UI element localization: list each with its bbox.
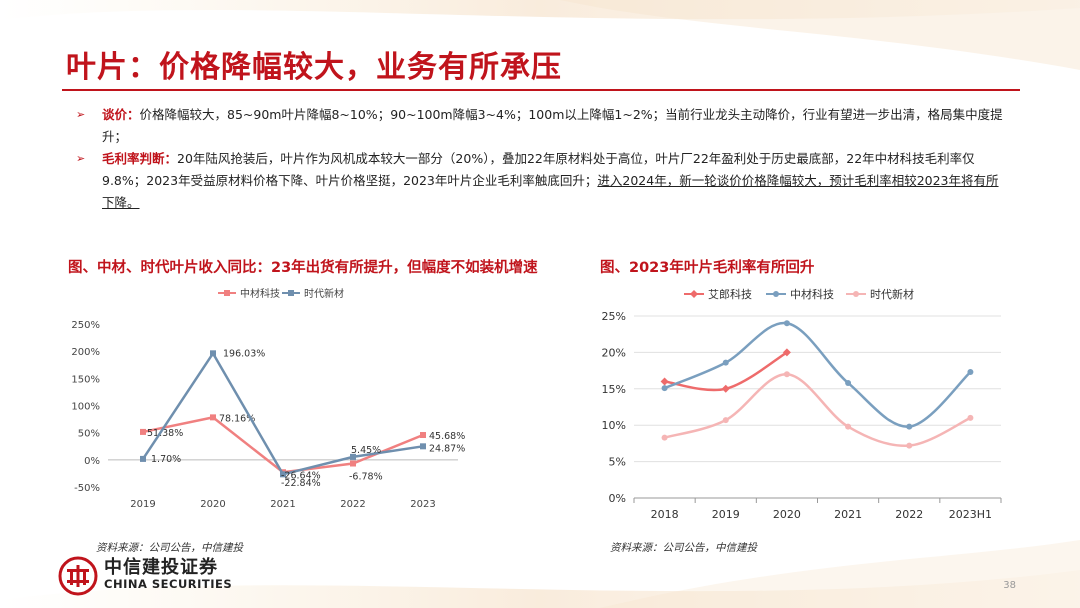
data-label: 24.87% [429,443,465,454]
chart-left-title: 图、中材、时代叶片收入同比：23年出货有所提升，但幅度不如装机增速 [68,260,538,276]
series-line [664,351,788,392]
legend-label: 时代新材 [304,287,344,300]
data-point [210,414,216,421]
arrow-bullet-icon: ➢ [76,152,86,165]
bullet-lead: 毛利率判断： [102,151,178,166]
data-point [420,443,426,450]
bullet-item: ➢ 谈价：价格降幅较大，85~90m叶片降幅8~10%；90~100m降幅3~4… [74,104,1010,148]
chart-right-title: 图、2023年叶片毛利率有所回升 [600,260,815,276]
data-label: -6.78% [349,472,383,483]
data-point [661,385,668,392]
data-label: 1.70% [151,454,181,465]
data-point [782,348,791,357]
legend-marker [690,290,698,298]
x-tick-label: 2021 [834,508,862,521]
data-label: -22.84% [281,478,321,489]
bullet-lead: 谈价： [102,107,140,122]
data-point [906,423,913,430]
x-tick-label: 2022 [340,499,365,510]
bullet-item: ➢ 毛利率判断：20年陆风抢装后，叶片作为风机成本较大一部分（20%），叠加22… [74,148,1010,214]
data-label: 5.45% [351,445,381,456]
data-point [140,428,146,435]
series-line [664,322,972,428]
x-tick-label: 2023 [410,499,435,510]
page-title: 叶片：价格降幅较大，业务有所承压 [66,50,562,85]
legend-label: 中材科技 [790,287,834,301]
legend-marker [773,291,779,297]
company-logo: 中信建投证券 CHINA SECURITIES [58,556,232,596]
y-tick-label: 20% [602,346,626,359]
legend-label: 艾郎科技 [708,287,752,301]
x-tick-label: 2022 [895,508,923,521]
data-point [721,384,730,393]
data-point [660,377,669,386]
y-tick-label: 25% [602,310,626,323]
bullet-text: 价格降幅较大，85~90m叶片降幅8~10%；90~100m降幅3~4%；100… [102,107,1003,144]
bullet-underlined-text: 进入2024年，新一轮谈价价格降幅较大，预计毛利率相较2023年将有所下降。 [102,173,999,210]
x-tick-label: 2021 [270,499,295,510]
logo-english-name: CHINA SECURITIES [104,577,233,591]
y-tick-label: -50% [74,483,100,494]
data-point [845,423,852,430]
data-point [906,442,913,449]
x-tick-label: 2018 [651,508,679,521]
data-point [845,379,852,386]
data-point [350,453,356,460]
y-tick-label: 0% [609,492,626,505]
y-tick-label: 100% [71,402,100,413]
x-tick-label: 2019 [130,499,155,510]
source-note-right: 资料来源：公司公告，中信建投 [610,542,757,554]
y-tick-label: 5% [609,456,626,469]
data-point [210,350,216,357]
data-label: 45.68% [429,431,465,442]
data-point [280,471,286,478]
arrow-bullet-icon: ➢ [76,108,86,121]
legend-marker [853,291,859,297]
data-label: -26.64% [281,470,321,481]
y-tick-label: 10% [602,419,626,432]
citic-logo-icon [58,556,98,596]
x-tick-label: 2019 [712,508,740,521]
data-point [722,359,729,366]
y-tick-label: 250% [71,320,100,331]
gross-margin-chart: 艾郎科技 中材科技 时代新材 0% 5% 10% 15% 20% 25% 2018 2019 2020… [602,287,1002,521]
data-label: 51.38% [147,428,183,439]
legend-marker [288,290,294,296]
x-tick-label: 2023H1 [949,508,992,521]
data-point [722,417,729,424]
source-note-left: 资料来源：公司公告，中信建投 [96,542,243,554]
y-tick-label: 200% [71,347,100,358]
y-tick-label: 15% [602,383,626,396]
data-point [661,434,668,441]
bullet-text: 20年陆风抢装后，叶片作为风机成本较大一部分（20%），叠加22年原材料处于高位… [102,151,975,188]
data-label: 196.03% [223,348,265,359]
page-number: 38 [1003,580,1016,591]
legend-marker [224,290,230,296]
data-point [420,432,426,439]
data-point [350,460,356,467]
data-point [967,414,974,421]
data-point [967,369,974,376]
bullet-list: ➢ 谈价：价格降幅较大，85~90m叶片降幅8~10%；90~100m降幅3~4… [74,104,1010,214]
y-tick-label: 50% [78,429,100,440]
data-label: 78.16% [219,413,255,424]
x-tick-label: 2020 [200,499,225,510]
revenue-growth-chart: 中材科技 时代新材 -50% 0% 50% 100% 150% 200% 250% 2019 202… [71,287,465,510]
y-tick-label: 150% [71,374,100,385]
y-tick-label: 0% [84,456,100,467]
series-line [141,350,424,476]
logo-chinese-name: 中信建投证券 [104,557,218,578]
data-point [140,455,146,462]
series-line [664,372,971,447]
legend-label: 中材科技 [240,287,280,300]
title-divider [62,89,1020,91]
data-point [783,320,790,327]
x-tick-label: 2020 [773,508,801,521]
legend-label: 时代新材 [870,287,914,301]
data-point [783,371,790,378]
